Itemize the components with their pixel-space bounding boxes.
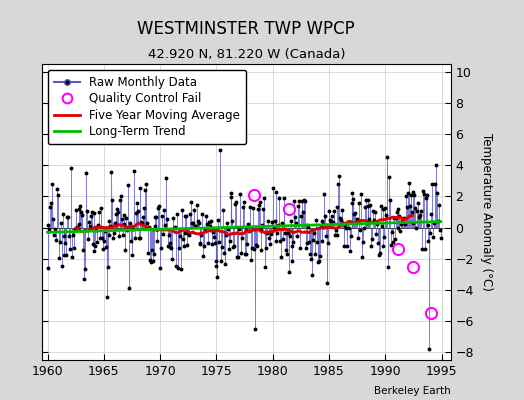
Text: WESTMINSTER TWP WPCP: WESTMINSTER TWP WPCP xyxy=(137,20,355,38)
Text: 42.920 N, 81.220 W (Canada): 42.920 N, 81.220 W (Canada) xyxy=(148,48,345,61)
Text: Berkeley Earth: Berkeley Earth xyxy=(374,386,451,396)
Legend: Raw Monthly Data, Quality Control Fail, Five Year Moving Average, Long-Term Tren: Raw Monthly Data, Quality Control Fail, … xyxy=(48,70,246,144)
Y-axis label: Temperature Anomaly (°C): Temperature Anomaly (°C) xyxy=(481,133,494,291)
